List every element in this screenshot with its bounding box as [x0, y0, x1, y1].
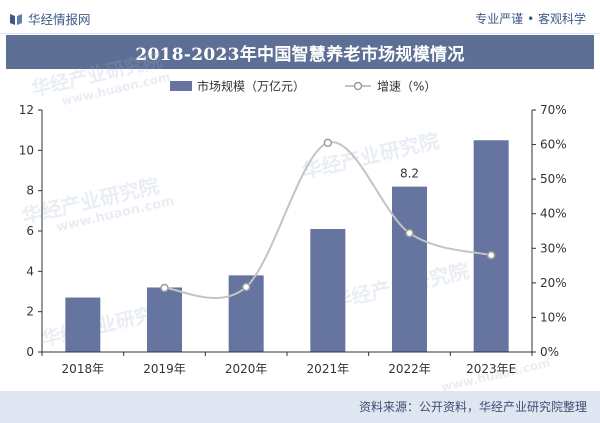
y2-tick-label: 20% — [540, 276, 567, 290]
y2-tick-label: 30% — [540, 241, 567, 255]
bar — [310, 228, 346, 352]
bar — [473, 140, 509, 352]
y-tick-label: 2 — [26, 305, 34, 319]
x-tick-label: 2021年 — [307, 362, 350, 376]
chart: 市场规模（万亿元） 增速（%） 0 2 4 6 8 10 12 0% 10% 20% 30% 40% 50%… — [19, 79, 567, 377]
y2-tick-label: 10% — [540, 310, 567, 324]
bar — [65, 297, 101, 352]
growth-point — [241, 282, 251, 292]
legend-line-label: 增速（%） — [377, 80, 436, 94]
footer: 资料来源：公开资料，华经产业研究院整理 — [0, 391, 600, 423]
brand[interactable]: 华经情报网 — [9, 9, 91, 28]
title-bar: 2018-2023年中国智慧养老市场规模情况 — [6, 35, 594, 69]
brand-logo-icon — [10, 13, 22, 25]
y-tick-label: 10 — [19, 143, 34, 157]
x-tick-label: 2022年 — [388, 362, 431, 376]
x-tick-label: 2023年E — [466, 362, 516, 376]
brand-name: 华经情报网 — [28, 12, 91, 27]
top-bar: 华经情报网 专业严谨 • 客观科学 — [0, 0, 600, 34]
legend-bar-label: 市场规模（万亿元） — [197, 79, 305, 94]
y-tick-label: 12 — [19, 103, 34, 117]
x-tick-label: 2019年 — [143, 362, 186, 376]
y2-tick-label: 0% — [540, 345, 559, 359]
legend-line-marker — [353, 81, 363, 91]
growth-point — [405, 228, 414, 238]
y-tick-label: 6 — [26, 224, 34, 238]
y2-tick-label: 50% — [540, 172, 567, 186]
data-label: 8.2 — [400, 167, 419, 181]
source-note: 资料来源：公开资料，华经产业研究院整理 — [358, 400, 587, 414]
y-tick-label: 0 — [26, 345, 34, 359]
y-tick-label: 8 — [26, 184, 34, 198]
growth-point — [486, 250, 496, 260]
y2-tick-label: 70% — [540, 103, 567, 117]
y2-tick-label: 60% — [540, 138, 567, 152]
slogan: 专业严谨 • 客观科学 — [475, 12, 586, 26]
growth-point — [323, 138, 333, 148]
x-tick-label: 2018年 — [62, 362, 105, 376]
legend-bar-swatch — [170, 81, 192, 91]
bar — [392, 186, 427, 352]
chart-title: 2018-2023年中国智慧养老市场规模情况 — [135, 44, 465, 65]
x-tick-label: 2020年 — [225, 362, 268, 376]
bar — [147, 287, 182, 352]
growth-point — [160, 283, 169, 293]
y2-tick-label: 40% — [540, 207, 567, 221]
y-tick-label: 4 — [26, 264, 34, 278]
